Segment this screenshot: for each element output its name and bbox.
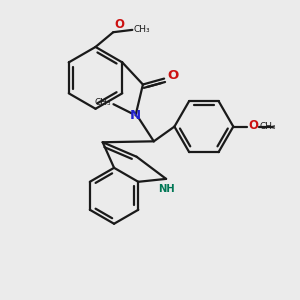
Text: O: O [167, 69, 178, 82]
Text: CH₃: CH₃ [134, 26, 150, 34]
Text: O: O [114, 18, 124, 31]
Text: NH: NH [158, 184, 175, 194]
Text: CH₃: CH₃ [260, 122, 276, 131]
Text: N: N [130, 109, 141, 122]
Text: CH₃: CH₃ [94, 98, 111, 107]
Text: O: O [249, 119, 259, 132]
